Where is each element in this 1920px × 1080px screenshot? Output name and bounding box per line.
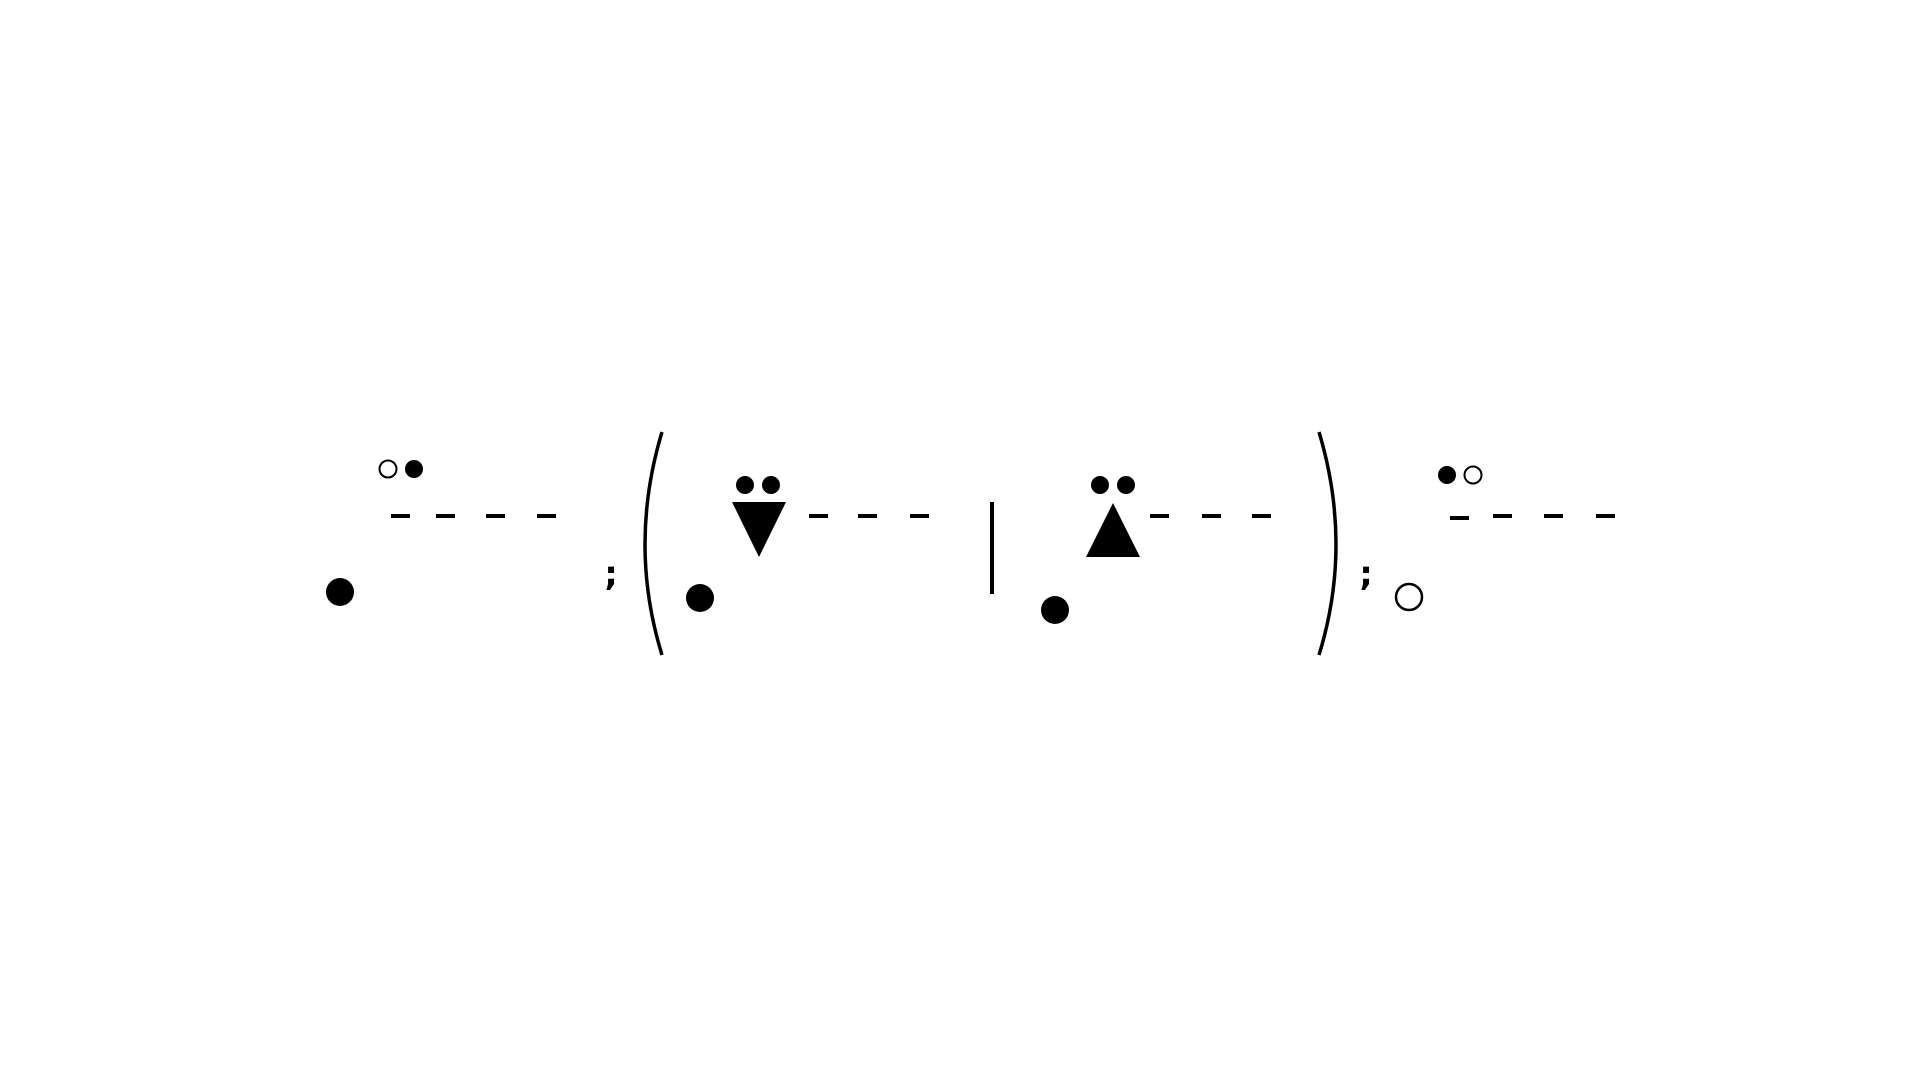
dash	[486, 514, 505, 518]
dash	[1450, 516, 1469, 520]
accent-dot-filled	[405, 460, 423, 478]
base-dot-filled	[1041, 596, 1069, 624]
down-triangle	[732, 502, 786, 557]
accent-dot-filled	[1438, 466, 1456, 484]
left-bracket	[643, 431, 664, 656]
dash	[858, 514, 877, 518]
dash	[1544, 514, 1563, 518]
up-triangle	[1086, 503, 1140, 557]
base-dot-filled	[326, 578, 354, 606]
dash	[1252, 514, 1271, 518]
semicolon-glyph: ;	[604, 554, 618, 594]
accent-dot-filled	[1091, 476, 1109, 494]
accent-dot-filled	[736, 476, 754, 494]
accent-dot-filled	[762, 476, 780, 494]
accent-dot-hollow	[1463, 465, 1483, 485]
dash	[436, 514, 455, 518]
dash	[1493, 514, 1512, 518]
dash	[1202, 514, 1221, 518]
dash	[1150, 514, 1169, 518]
accent-dot-filled	[1117, 476, 1135, 494]
dash	[1596, 514, 1615, 518]
semicolon-glyph: ;	[1359, 554, 1373, 594]
accent-dot-hollow	[378, 459, 398, 479]
dash	[809, 514, 828, 518]
dash	[537, 514, 556, 518]
base-dot-filled	[686, 584, 714, 612]
right-bracket	[1317, 431, 1338, 656]
base-dot-hollow	[1394, 582, 1424, 612]
dash	[391, 514, 410, 518]
dash	[910, 514, 929, 518]
vertical-bar	[990, 502, 994, 594]
